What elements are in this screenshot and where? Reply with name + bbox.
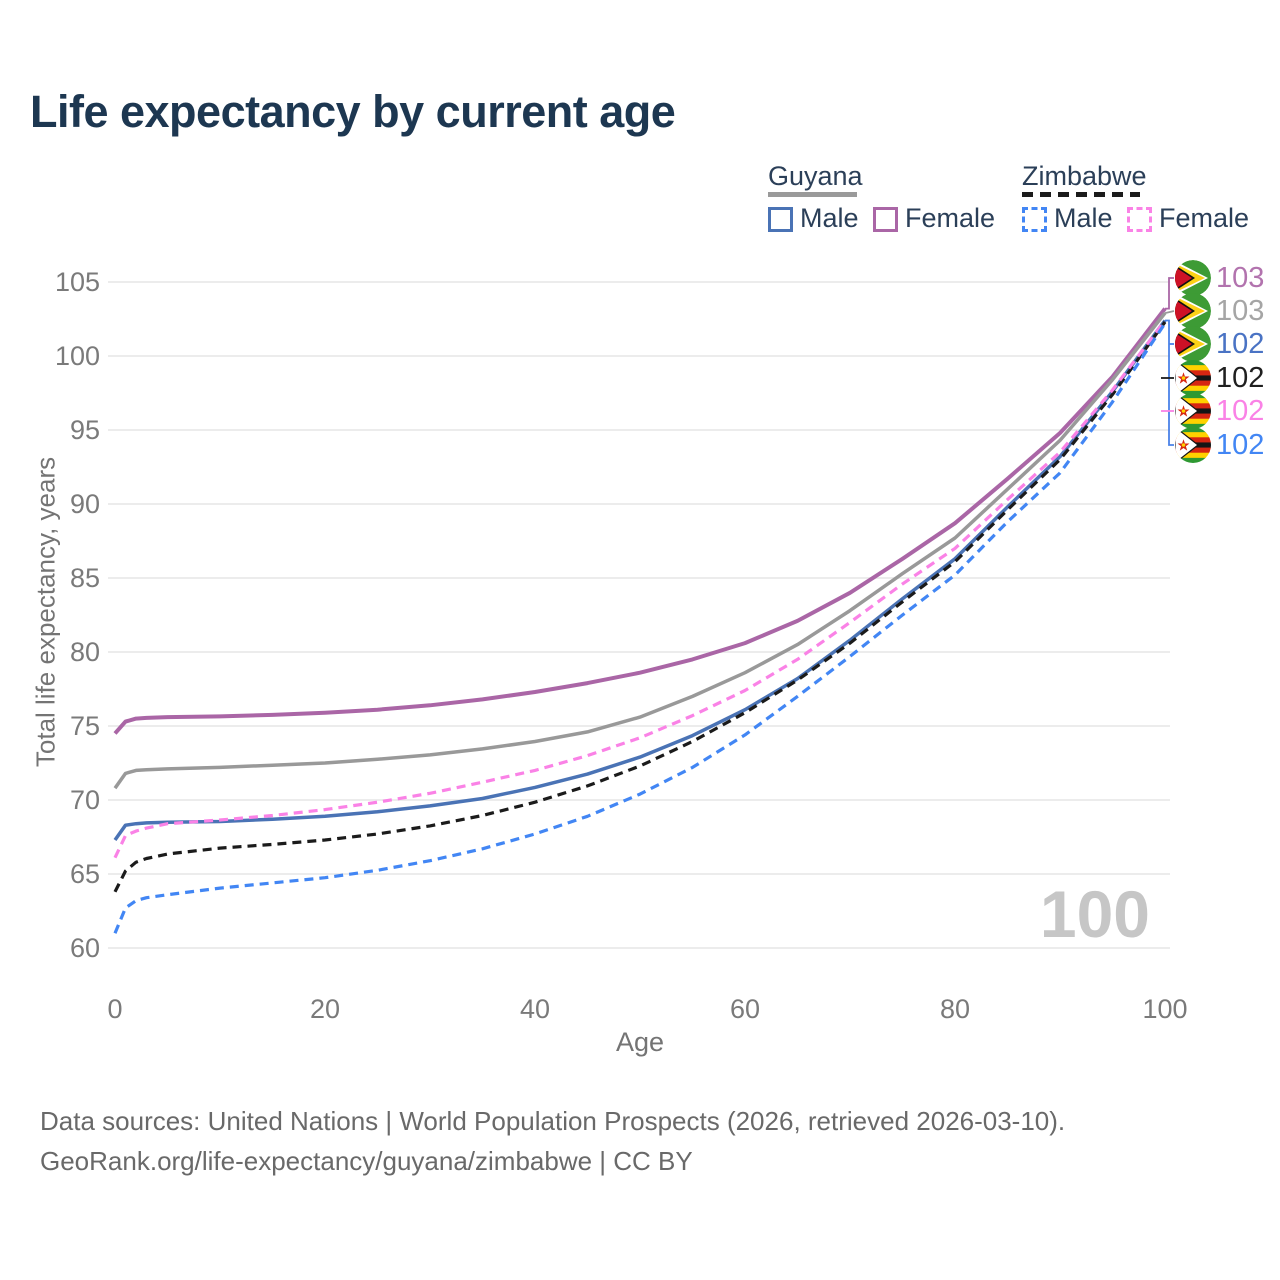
y-tick-label: 105 — [54, 267, 100, 297]
y-tick-label: 70 — [69, 785, 100, 815]
legend-group-zimbabwe-label[interactable]: Zimbabwe — [1022, 161, 1147, 191]
watermark-age-100: 100 — [1039, 877, 1150, 951]
flag-icon-zimbabwe — [1175, 427, 1211, 463]
end-label-connector — [1164, 310, 1175, 314]
legend-guyana-line-sample — [768, 192, 857, 197]
legend-label-zimbabwe-male[interactable]: Male — [1054, 203, 1113, 233]
y-tick-label: 95 — [69, 415, 100, 445]
flag-icon-guyana — [1175, 293, 1211, 329]
y-tick-label: 65 — [69, 859, 100, 889]
legend-label-guyana-female[interactable]: Female — [905, 203, 996, 233]
y-tick-label: 85 — [69, 563, 100, 593]
flag-icon-guyana — [1175, 260, 1211, 296]
series-line-zimbabwe-male — [113, 322, 1167, 934]
y-tick-label: 60 — [69, 933, 100, 963]
x-tick-label: 40 — [519, 994, 551, 1024]
x-tick-label: 60 — [729, 994, 761, 1024]
x-tick-label: 80 — [939, 994, 971, 1024]
y-tick-label: 100 — [54, 341, 100, 371]
legend-label-zimbabwe-female[interactable]: Female — [1159, 203, 1250, 233]
page-title: Life expectancy by current age — [30, 86, 676, 137]
end-value-label-zimbabwe-female: 102 — [1216, 395, 1265, 427]
series-line-zimbabwe-both — [113, 321, 1167, 893]
series-line-guyana-male — [113, 319, 1167, 842]
end-label-connector — [1165, 319, 1174, 446]
x-tick-label: 0 — [107, 994, 123, 1024]
data-sources-text: Data sources: United Nations | World Pop… — [40, 1106, 1066, 1136]
attribution-link-text[interactable]: GeoRank.org/life-expectancy/guyana/zimba… — [40, 1146, 693, 1176]
end-value-label-guyana-both: 103 — [1216, 295, 1265, 327]
legend-group-guyana-label[interactable]: Guyana — [768, 161, 863, 191]
end-value-label-guyana-male: 102 — [1216, 328, 1265, 360]
legend-swatch-guyana-female[interactable] — [873, 207, 898, 232]
legend-swatch-guyana-male[interactable] — [768, 207, 793, 232]
end-label-connector — [1165, 277, 1174, 310]
end-value-label-zimbabwe-both: 102 — [1216, 362, 1265, 394]
series-line-guyana-both — [113, 312, 1167, 790]
legend-swatch-zimbabwe-male[interactable] — [1022, 207, 1047, 232]
x-axis-title: Age — [615, 1027, 665, 1057]
x-tick-label: 20 — [309, 994, 341, 1024]
end-value-label-zimbabwe-male: 102 — [1216, 429, 1265, 461]
series-line-zimbabwe-female — [113, 319, 1167, 859]
y-tick-label: 90 — [69, 489, 100, 519]
legend-swatch-zimbabwe-female[interactable] — [1127, 207, 1152, 232]
legend-zimbabwe-line-sample — [1022, 192, 1140, 197]
y-tick-label: 80 — [69, 637, 100, 667]
x-tick-label: 100 — [1142, 994, 1188, 1024]
legend-label-guyana-male[interactable]: Male — [800, 203, 859, 233]
flag-icon-zimbabwe — [1175, 360, 1211, 396]
y-tick-label: 75 — [69, 711, 100, 741]
series-line-guyana-female — [113, 307, 1167, 735]
flag-icon-guyana — [1175, 326, 1211, 362]
end-value-label-guyana-female: 103 — [1216, 262, 1265, 294]
flag-icon-zimbabwe — [1175, 393, 1211, 429]
